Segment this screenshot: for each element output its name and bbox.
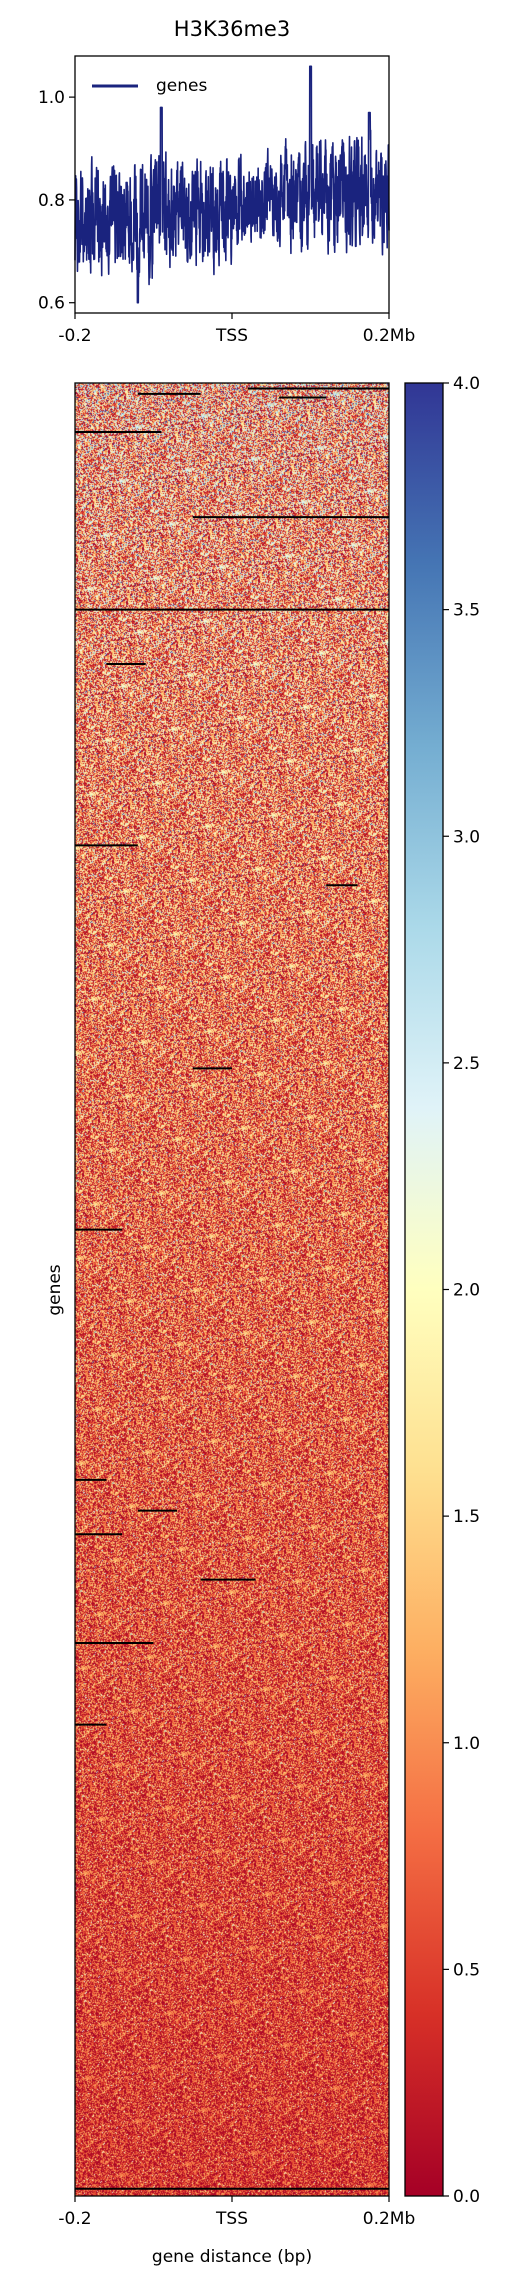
profile-x-tick-label: TSS <box>215 326 248 346</box>
heatmap-y-label: genes <box>45 1264 65 1315</box>
colorbar-tick-label: 0.5 <box>453 1960 480 1980</box>
colorbar-tick-label: 0.0 <box>453 2187 480 2207</box>
heatmap-x-tick-label: 0.2Mb <box>363 2209 416 2229</box>
heatmap-x-label: gene distance (bp) <box>152 2247 312 2267</box>
colorbar-tick-label: 1.0 <box>453 1734 480 1754</box>
colorbar-axis: 0.0 0.5 1.0 1.5 2.0 2.5 3.0 3.5 4.0 <box>443 374 480 2207</box>
colorbar-tick-label: 2.0 <box>453 1281 480 1301</box>
heatmap-plot: -0.2 TSS 0.2Mb gene distance (bp) genes <box>45 382 415 2267</box>
colorbar-tick-label: 1.5 <box>453 1507 480 1527</box>
profile-series-genes <box>74 65 390 304</box>
heatmap-x-axis: -0.2 TSS 0.2Mb <box>58 2196 415 2229</box>
colorbar: 0.0 0.5 1.0 1.5 2.0 2.5 3.0 3.5 4.0 <box>404 374 480 2207</box>
profile-y-tick-label: 0.8 <box>38 191 65 211</box>
profile-x-tick-label: -0.2 <box>58 326 91 346</box>
profile-y-tick-label: 1.0 <box>38 88 65 108</box>
heatmap-missing-rows <box>75 387 389 2190</box>
profile-y-tick-label: 0.6 <box>38 294 65 314</box>
profile-plot: H3K36me3 0.6 0.8 1.0 -0.2 TSS 0.2Mb genes <box>38 17 415 346</box>
profile-y-axis: 0.6 0.8 1.0 <box>38 88 75 314</box>
colorbar-tick-label: 3.0 <box>453 827 480 847</box>
profile-frame <box>74 55 390 314</box>
colorbar-tick-label: 2.5 <box>453 1054 480 1074</box>
colorbar-gradient <box>405 383 443 2196</box>
profile-line <box>74 65 390 304</box>
colorbar-tick-label: 3.5 <box>453 601 480 621</box>
profile-title: H3K36me3 <box>174 17 290 41</box>
heatmap-image <box>75 383 389 2196</box>
colorbar-tick-label: 4.0 <box>453 374 480 394</box>
heatmap-x-tick-label: -0.2 <box>58 2209 91 2229</box>
profile-x-axis: -0.2 TSS 0.2Mb <box>58 313 415 346</box>
profile-x-tick-label: 0.2Mb <box>363 326 416 346</box>
heatmap-x-tick-label: TSS <box>215 2209 248 2229</box>
profile-legend: genes <box>92 76 207 96</box>
legend-label-genes: genes <box>156 76 207 96</box>
